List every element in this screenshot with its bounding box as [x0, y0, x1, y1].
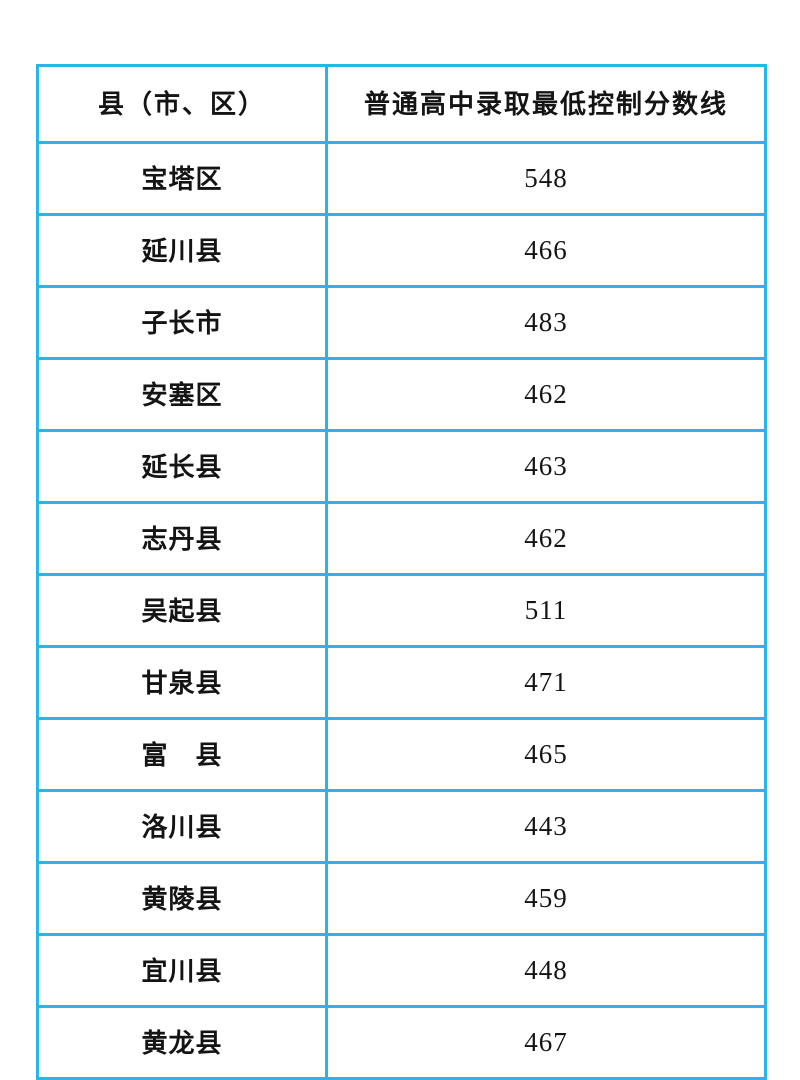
cell-region: 宜川县 — [36, 933, 328, 1008]
cell-score: 462 — [325, 357, 767, 432]
cell-region: 黄陵县 — [36, 861, 328, 936]
table-row: 宜川县 448 — [36, 933, 767, 1008]
table-row: 洛川县 443 — [36, 789, 767, 864]
table-row: 宝塔区 548 — [36, 141, 767, 216]
table-row: 黄陵县 459 — [36, 861, 767, 936]
cell-score: 466 — [325, 213, 767, 288]
cell-score: 443 — [325, 789, 767, 864]
cell-score: 463 — [325, 429, 767, 504]
cell-score: 465 — [325, 717, 767, 792]
cell-score: 459 — [325, 861, 767, 936]
column-header-score-line: 普通高中录取最低控制分数线 — [325, 64, 767, 144]
cell-region: 富 县 — [36, 717, 328, 792]
table-row: 子长市 483 — [36, 285, 767, 360]
cell-region: 延川县 — [36, 213, 328, 288]
admission-score-table: 县（市、区） 普通高中录取最低控制分数线 宝塔区 548 延川县 466 子长市 483 安… — [36, 64, 767, 1080]
table-row: 富 县 465 — [36, 717, 767, 792]
cell-score: 483 — [325, 285, 767, 360]
cell-region: 黄龙县 — [36, 1005, 328, 1080]
table-row: 吴起县 511 — [36, 573, 767, 648]
cell-region: 延长县 — [36, 429, 328, 504]
table-row: 甘泉县 471 — [36, 645, 767, 720]
cell-region: 吴起县 — [36, 573, 328, 648]
cell-region: 子长市 — [36, 285, 328, 360]
column-header-region: 县（市、区） — [36, 64, 328, 144]
table-row: 安塞区 462 — [36, 357, 767, 432]
table-header: 县（市、区） 普通高中录取最低控制分数线 — [36, 64, 767, 144]
cell-score: 462 — [325, 501, 767, 576]
cell-region: 宝塔区 — [36, 141, 328, 216]
table-row: 黄龙县 467 — [36, 1005, 767, 1080]
table-body: 宝塔区 548 延川县 466 子长市 483 安塞区 462 延长县 463 志丹县 462 吴起县 5… — [36, 141, 767, 1080]
cell-region: 甘泉县 — [36, 645, 328, 720]
table-row: 延长县 463 — [36, 429, 767, 504]
cell-region: 洛川县 — [36, 789, 328, 864]
cell-score: 467 — [325, 1005, 767, 1080]
table-header-row: 县（市、区） 普通高中录取最低控制分数线 — [36, 64, 767, 144]
cell-score: 548 — [325, 141, 767, 216]
table-row: 志丹县 462 — [36, 501, 767, 576]
cell-score: 471 — [325, 645, 767, 720]
cell-region: 志丹县 — [36, 501, 328, 576]
cell-region: 安塞区 — [36, 357, 328, 432]
cell-score: 511 — [325, 573, 767, 648]
table-row: 延川县 466 — [36, 213, 767, 288]
cell-score: 448 — [325, 933, 767, 1008]
